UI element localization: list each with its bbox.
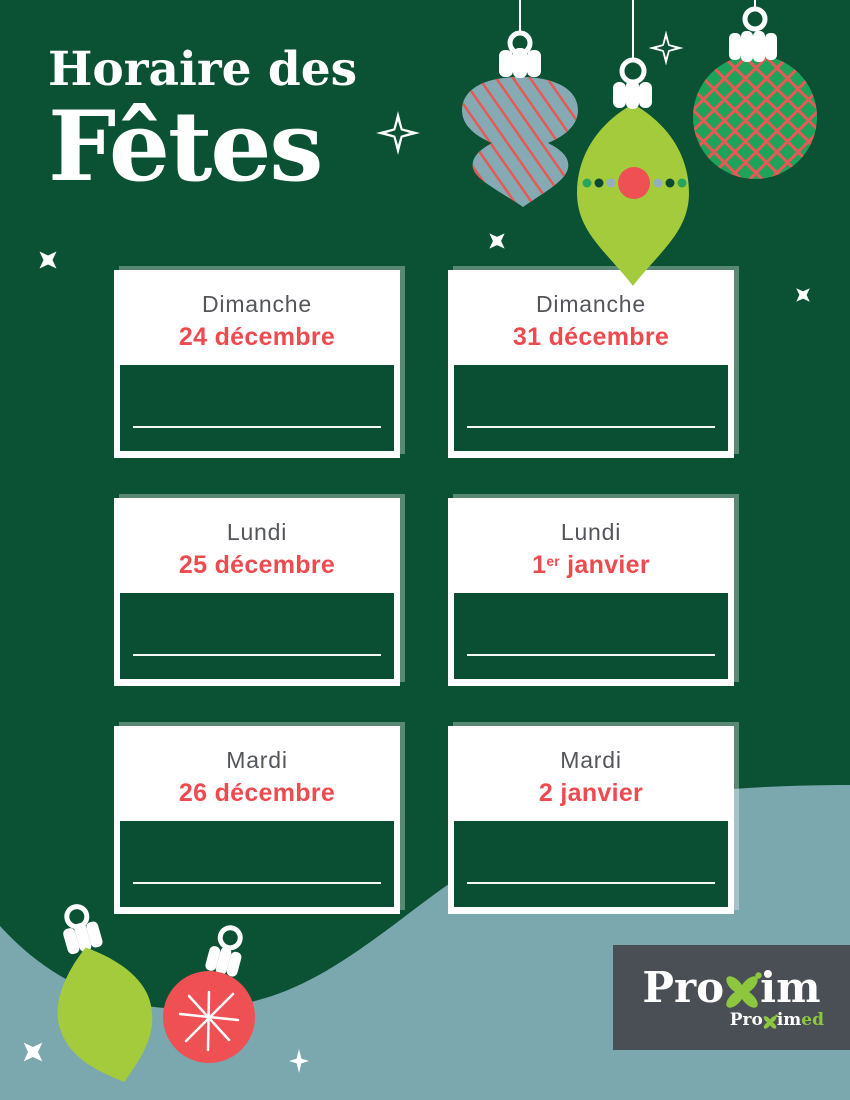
hours-panel [454, 365, 728, 451]
card-header: Lundi 25 décembre [114, 498, 400, 593]
card-header: Mardi 26 décembre [114, 726, 400, 821]
schedule-card-dec31: Dimanche 31 décembre [448, 270, 734, 458]
card-header: Mardi 2 janvier [448, 726, 734, 821]
schedule-card-dec25: Lundi 25 décembre [114, 498, 400, 686]
hours-panel [120, 821, 394, 907]
hours-panel [120, 365, 394, 451]
ornament-finial-striped-icon [462, 30, 578, 207]
ornament-leaf-lime-icon [57, 904, 153, 1083]
sparkle-x-icon [14, 1033, 52, 1071]
hours-blank-line [133, 882, 381, 884]
hours-blank-line [467, 882, 715, 884]
sparkle-x-icon [481, 225, 513, 257]
hours-blank-line [467, 426, 715, 428]
card-day: Lundi [560, 519, 622, 545]
card-header: Lundi 1er janvier [448, 498, 734, 593]
card-date: 24 décembre [178, 323, 336, 351]
proximed-wordmark: Pro im ed [729, 1009, 824, 1030]
card-date: 31 décembre [512, 323, 670, 351]
card-header: Dimanche 31 décembre [448, 270, 734, 365]
hours-panel [120, 593, 394, 679]
proximed-x-petal-icon [763, 1014, 778, 1029]
sparkle-star-4pt-icon [289, 1049, 309, 1073]
card-day: Mardi [226, 747, 288, 773]
sparkle-x-icon [789, 281, 817, 309]
hours-blank-line [467, 654, 715, 656]
proxim-x-petal-icon [726, 971, 762, 1008]
card-header: Dimanche 24 décembre [114, 270, 400, 365]
proxim-logo-wordmark: Pro im [642, 962, 821, 1012]
ornament-strings [519, 0, 756, 61]
card-date: 26 décembre [178, 779, 336, 807]
poster-title: Horaire des Fêtes [48, 46, 357, 195]
card-date: 1er janvier [532, 551, 650, 579]
card-day: Dimanche [202, 291, 312, 317]
hours-blank-line [133, 426, 381, 428]
sparkle-star-8pt-icon [376, 111, 420, 155]
schedule-card-dec24: Dimanche 24 décembre [114, 270, 400, 458]
card-date: 2 janvier [538, 779, 644, 807]
title-line-2: Fêtes [48, 90, 323, 203]
schedule-card-dec26: Mardi 26 décembre [114, 726, 400, 914]
schedule-grid: Dimanche 24 décembre Dimanche 31 décembr… [114, 270, 734, 914]
starburst-icon [178, 990, 240, 1052]
card-date: 25 décembre [178, 551, 336, 579]
ornament-ball-plaid-icon [693, 6, 817, 179]
proxim-logo: Pro im Pro im ed [613, 945, 850, 1050]
sparkle-x-icon [31, 243, 65, 277]
schedule-card-jan2: Mardi 2 janvier [448, 726, 734, 914]
hours-blank-line [133, 654, 381, 656]
title-line-1: Horaire des [48, 42, 358, 97]
card-day: Dimanche [536, 291, 646, 317]
schedule-card-jan1: Lundi 1er janvier [448, 498, 734, 686]
hours-panel [454, 821, 728, 907]
sparkle-star-8pt-icon [648, 30, 684, 66]
ornament-drop-lime-icon [577, 57, 689, 286]
hours-panel [454, 593, 728, 679]
card-day: Lundi [226, 519, 288, 545]
ornament-ball-red-icon [163, 925, 255, 1063]
drop-dot-band [582, 167, 687, 199]
card-day: Mardi [560, 747, 622, 773]
